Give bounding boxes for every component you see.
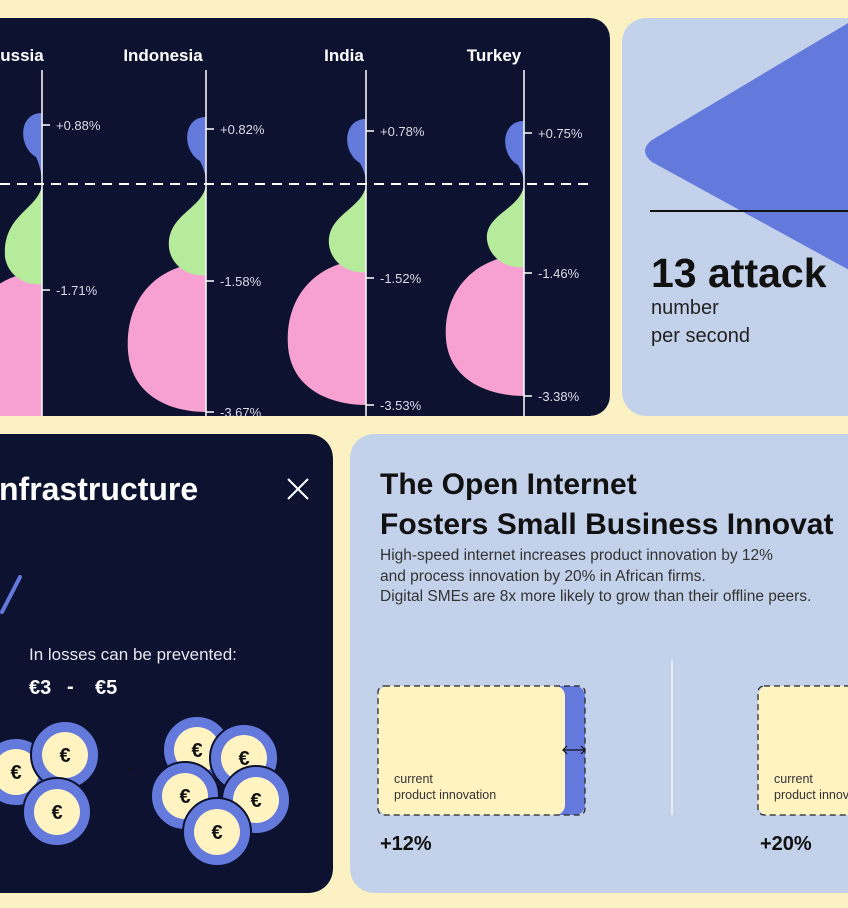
card-bg xyxy=(350,434,848,893)
gain-shape xyxy=(347,119,366,184)
internet-card: The Open Internet Fosters Small Business… xyxy=(350,434,848,893)
pct-label: -1.71% xyxy=(56,283,98,298)
coin-face xyxy=(194,809,240,855)
subtitle: In losses can be prevented: xyxy=(29,645,237,664)
loss-shape xyxy=(287,260,366,405)
country-name: Indonesia xyxy=(123,46,203,65)
country-name: ussia xyxy=(0,46,44,65)
body-text: Digital SMEs are 8x more likely to grow … xyxy=(380,588,811,605)
coin-symbol: € xyxy=(179,786,190,808)
coin-symbol: € xyxy=(250,790,261,812)
pct-label: +0.75% xyxy=(538,126,583,141)
pct-label: -3.67% xyxy=(220,405,262,420)
card-title: nfrastructure xyxy=(0,471,198,507)
mid-shape xyxy=(168,184,206,276)
pct-label: -1.52% xyxy=(380,271,422,286)
mid-shape xyxy=(486,184,524,268)
attacks-card: 13 attack number per second xyxy=(622,18,848,416)
gain-shape xyxy=(23,113,42,184)
arrow xyxy=(562,745,586,755)
accent-line xyxy=(0,575,22,614)
body-text: High-speed internet increases product in… xyxy=(380,547,773,564)
pct-label: +0.78% xyxy=(380,124,425,139)
infrastructure-card: nfrastructure In losses can be prevented… xyxy=(0,434,333,893)
coin-symbol: € xyxy=(10,762,21,784)
close-button[interactable] xyxy=(287,478,309,500)
box-label: product innov xyxy=(774,788,848,802)
gain-shape xyxy=(505,121,524,184)
mid-shape xyxy=(4,184,42,285)
mid-shape xyxy=(328,184,366,273)
coins: €€€€ €€ €€ xyxy=(0,715,291,867)
range-sep: - xyxy=(67,676,74,698)
range-high: €5 xyxy=(95,677,117,699)
coin-symbol: € xyxy=(191,740,202,762)
loss-shape xyxy=(445,255,524,396)
item-value: +20% xyxy=(760,833,812,855)
loss-shape xyxy=(127,263,206,412)
caption: number xyxy=(651,297,719,319)
pct-label: +0.82% xyxy=(220,122,265,137)
coin-face xyxy=(0,749,39,795)
caption: per second xyxy=(651,325,750,347)
coin-face xyxy=(42,732,88,778)
box-label: current xyxy=(394,772,433,786)
pct-label: -3.38% xyxy=(538,389,580,404)
gain-shape xyxy=(187,117,206,184)
growth-card: ussia +0.88% -1.71% Indonesia +0.82% -1.58% -3… xyxy=(0,18,610,420)
box-label: product innovation xyxy=(394,788,496,802)
growth-chart: ussia +0.88% -1.71% Indonesia +0.82% -1.58% -3… xyxy=(0,46,583,420)
country-name: India xyxy=(324,46,364,65)
item-value: +12% xyxy=(380,833,432,855)
headline: 13 attack xyxy=(651,250,827,296)
range-low: €3 xyxy=(29,677,51,699)
coin-symbol: € xyxy=(211,822,222,844)
pct-label: -1.58% xyxy=(220,274,262,289)
pct-label: -3.53% xyxy=(380,398,422,413)
card-title: Fosters Small Business Innovat xyxy=(380,508,833,541)
target-box xyxy=(757,685,848,816)
coin-symbol: € xyxy=(238,748,249,770)
coin-face xyxy=(34,789,80,835)
body-text: and process innovation by 20% in African… xyxy=(380,568,706,585)
coin: € xyxy=(182,797,252,867)
pct-label: -1.46% xyxy=(538,266,580,281)
card-title: The Open Internet xyxy=(380,468,637,501)
loss-shape xyxy=(0,272,42,416)
base-box xyxy=(758,686,848,815)
coin-sep: - xyxy=(127,758,133,778)
coin: € xyxy=(22,777,92,847)
coin-symbol: € xyxy=(59,745,70,767)
box-label: current xyxy=(774,772,813,786)
arrow-head xyxy=(580,745,586,755)
pct-label: +0.88% xyxy=(56,118,101,133)
country-name: Turkey xyxy=(467,46,522,65)
coin: € xyxy=(30,720,100,790)
arrow-head xyxy=(562,745,568,755)
close-stroke xyxy=(287,478,309,500)
base-box xyxy=(378,686,565,815)
coin-symbol: € xyxy=(51,802,62,824)
